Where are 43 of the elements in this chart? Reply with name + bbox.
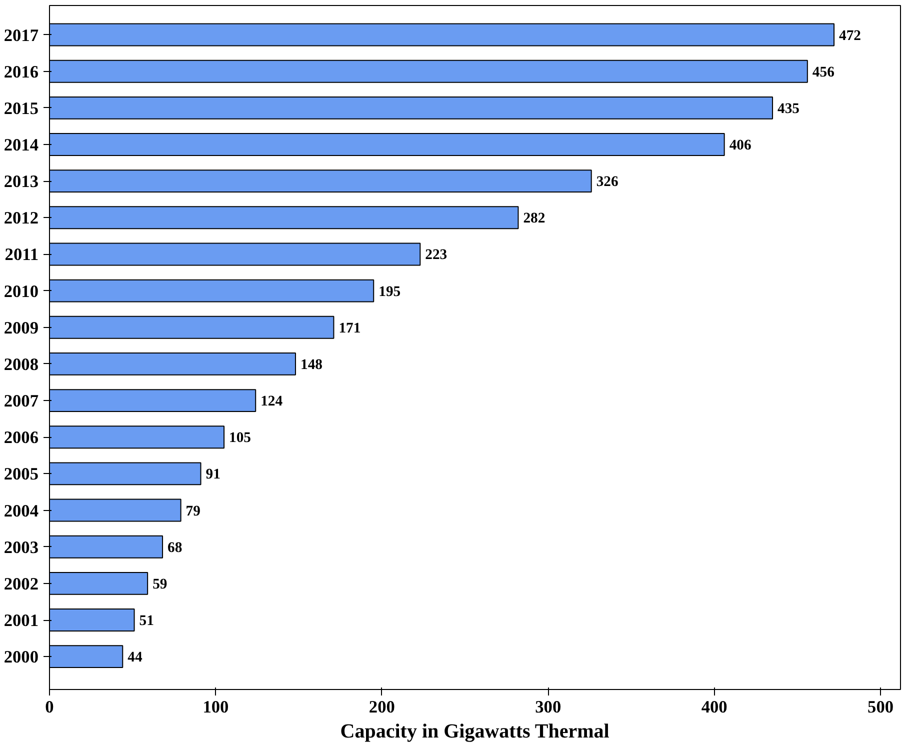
y-tick-label: 2016 [4,62,39,82]
x-tick-label: 500 [868,698,894,716]
y-tick-label: 2012 [4,208,38,228]
x-axis-title: Capacity in Gigawatts Thermal [340,720,610,742]
x-tick-label: 0 [45,698,54,716]
data-label: 171 [338,320,361,336]
y-tick-label: 2004 [4,501,39,520]
y-tick-label: 2005 [4,464,39,484]
data-label: 105 [229,430,252,446]
data-label: 223 [425,247,448,264]
y-tick-label: 2014 [4,135,39,154]
y-tick-label: 2007 [4,392,39,411]
y-tick-label: 2017 [4,26,39,45]
data-label: 68 [168,540,182,556]
x-tick-label: 400 [701,698,728,716]
data-label: 44 [128,650,143,666]
data-label: 79 [186,503,200,520]
data-label: 148 [300,356,322,373]
x-tick-label: 200 [368,698,395,716]
y-tick-label: 2001 [4,611,38,630]
x-tick-label: 300 [535,698,562,716]
y-tick-label: 2009 [4,318,39,338]
data-label: 59 [152,576,168,592]
y-tick-label: 2002 [4,574,38,594]
y-tick-label: 2006 [4,428,39,448]
data-label: 51 [139,613,154,630]
x-tick-label: 100 [202,698,229,716]
data-label: 435 [778,100,800,117]
y-tick-label: 2015 [4,98,39,118]
y-tick-label: 2010 [4,282,38,301]
y-tick-label: 2013 [4,172,39,192]
data-label: 91 [206,466,220,483]
y-tick-label: 2011 [4,245,39,264]
data-label: 326 [596,174,618,190]
data-label: 124 [260,394,284,410]
y-tick-label: 2000 [4,648,38,667]
data-label: 472 [839,28,861,44]
data-label: 456 [812,64,834,80]
data-label: 282 [523,210,546,227]
y-tick-label: 2003 [4,538,39,557]
data-label: 195 [378,284,401,300]
y-tick-label: 2008 [4,354,39,374]
data-label: 406 [729,137,752,154]
